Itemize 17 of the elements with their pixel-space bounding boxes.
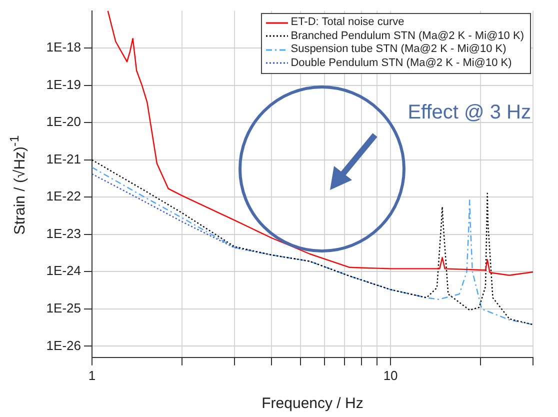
y-tick-label: 1E-19 [46, 76, 81, 92]
legend-label: Suspension tube STN (Ma@2 K - Mi@10 K) [290, 43, 506, 56]
legend-label: Branched Pendulum STN (Ma@2 K - Mi@10 K) [290, 30, 524, 43]
y-tick-label: 1E-18 [46, 40, 81, 55]
y-tick-label: 1E-22 [46, 188, 81, 204]
y-tick-label: 1E-26 [46, 338, 81, 353]
y-tick-label: 1E-21 [46, 151, 81, 166]
x-tick-label: 1 [88, 368, 96, 383]
y-tick-label: 1E-20 [46, 114, 81, 130]
y-tick-label: 1E-23 [46, 226, 81, 241]
y-tick-label: 1E-24 [46, 263, 81, 278]
legend-label: Double Pendulum STN (Ma@2 K - Mi@10 K) [290, 56, 512, 70]
annotation: Effect @ 3 Hz [408, 101, 531, 124]
y-tick-label: 1E-25 [46, 300, 81, 316]
x-tick-label: 10 [383, 368, 398, 383]
x-axis-title: Frequency / Hz [262, 395, 364, 412]
legend-label: ET-D: Total noise curve [290, 16, 404, 30]
